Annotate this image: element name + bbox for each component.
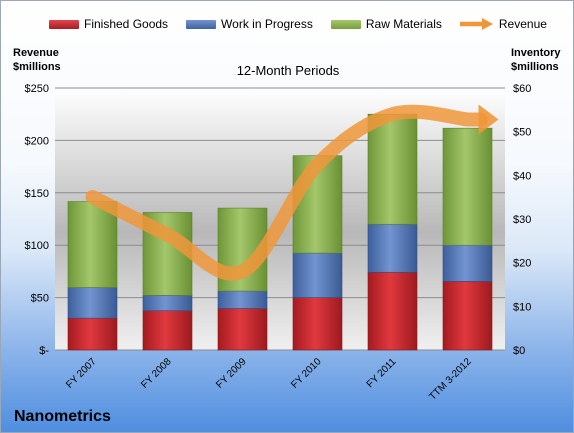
company-name: Nanometrics bbox=[14, 408, 111, 425]
right-axis-title-line1: Inventory bbox=[511, 47, 561, 59]
y-right-tick-label: $40 bbox=[513, 170, 531, 182]
left-axis-title: Revenue $millions bbox=[13, 46, 61, 74]
y-right-tick-label: $50 bbox=[513, 127, 531, 139]
bar-raw-materials bbox=[67, 201, 118, 288]
y-right-tick-label: $20 bbox=[513, 258, 531, 270]
legend-arrow-icon bbox=[459, 18, 493, 30]
bar-work-in-progress bbox=[442, 244, 493, 282]
x-tick-label: TTM 3-2012 bbox=[427, 356, 474, 403]
legend-label: Work in Progress bbox=[221, 17, 313, 31]
chart-title: 12-Month Periods bbox=[236, 63, 340, 78]
bar-finished-goods bbox=[67, 317, 118, 351]
bar-work-in-progress bbox=[67, 287, 118, 319]
y-right-tick-label: $30 bbox=[513, 214, 531, 226]
revenue-line bbox=[85, 104, 488, 281]
bar-finished-goods bbox=[292, 297, 343, 351]
legend: Finished Goods Work in Progress Raw Mate… bbox=[49, 17, 565, 31]
y-right-tick-label: $10 bbox=[513, 301, 531, 313]
x-tick-label: FY 2008 bbox=[139, 356, 174, 391]
y-left-tick-label: $150 bbox=[25, 188, 49, 200]
legend-item-revenue: Revenue bbox=[459, 17, 547, 31]
y-left-tick-label: $- bbox=[39, 345, 49, 357]
bar-work-in-progress bbox=[142, 295, 193, 311]
x-tick-label: FY 2011 bbox=[365, 356, 399, 390]
legend-item-finished-goods: Finished Goods bbox=[49, 17, 168, 31]
x-tick-label: FY 2010 bbox=[289, 356, 324, 391]
y-right-tick-label: $0 bbox=[513, 345, 525, 357]
y-left-tick-label: $50 bbox=[31, 293, 49, 305]
bar-raw-materials bbox=[442, 127, 493, 246]
bar-finished-goods bbox=[442, 281, 493, 351]
legend-label: Finished Goods bbox=[84, 17, 169, 31]
bar-work-in-progress bbox=[367, 223, 418, 273]
legend-label: Revenue bbox=[498, 17, 547, 31]
y-left-tick-label: $250 bbox=[25, 83, 49, 95]
right-axis-title: Inventory $millions bbox=[511, 46, 561, 74]
bar-work-in-progress bbox=[292, 252, 343, 298]
right-axis-title-line2: $millions bbox=[511, 61, 559, 73]
left-axis-title-line2: $millions bbox=[13, 61, 61, 73]
revenue-arrowhead bbox=[478, 104, 499, 135]
y-right-tick-label: $60 bbox=[513, 83, 531, 95]
bar-finished-goods bbox=[142, 310, 193, 351]
bar-finished-goods bbox=[367, 271, 418, 351]
legend-item-work-in-progress: Work in Progress bbox=[186, 17, 313, 31]
bar-raw-materials bbox=[367, 113, 418, 225]
legend-swatch-finished-goods bbox=[49, 19, 79, 29]
x-tick-label: FY 2007 bbox=[64, 356, 99, 391]
legend-item-raw-materials: Raw Materials bbox=[330, 17, 442, 31]
y-left-tick-label: $200 bbox=[25, 135, 49, 147]
left-axis-title-line1: Revenue bbox=[13, 47, 59, 59]
legend-label: Raw Materials bbox=[365, 17, 442, 31]
x-tick-label: FY 2009 bbox=[214, 356, 249, 391]
bar-work-in-progress bbox=[217, 290, 268, 309]
legend-swatch-work-in-progress bbox=[186, 19, 217, 29]
bar-finished-goods bbox=[217, 308, 268, 351]
y-left-tick-label: $100 bbox=[25, 240, 49, 252]
legend-swatch-raw-materials bbox=[330, 19, 361, 29]
